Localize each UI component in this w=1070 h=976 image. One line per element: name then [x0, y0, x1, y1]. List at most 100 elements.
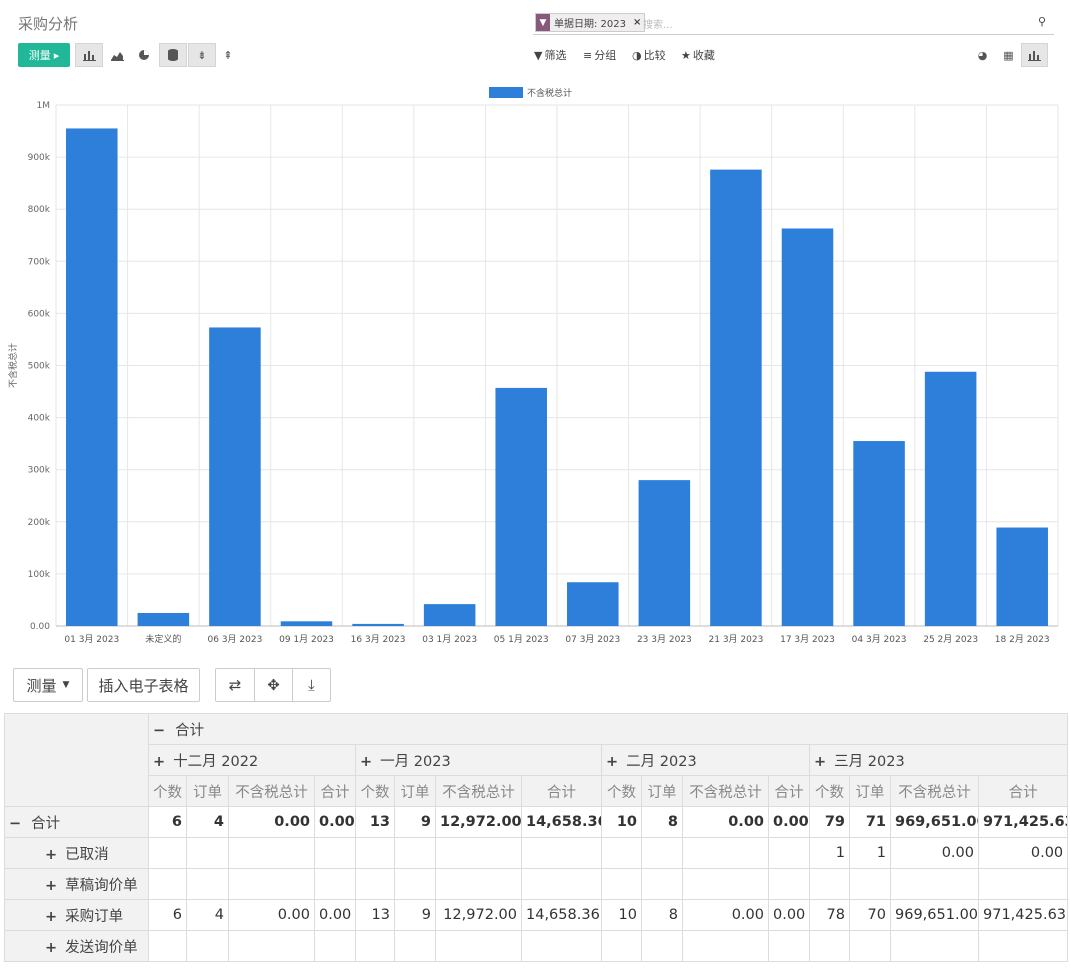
table-cell[interactable]: 1	[849, 837, 891, 869]
search-bar[interactable]	[533, 11, 1054, 35]
measure-header[interactable]: 合计	[977, 775, 1069, 807]
favorites-menu[interactable]: ★ 收藏	[681, 47, 715, 63]
table-cell[interactable]: 4	[186, 899, 229, 931]
table-cell[interactable]: 70	[849, 899, 891, 931]
table-cell[interactable]	[601, 930, 642, 962]
table-cell[interactable]	[148, 837, 187, 869]
column-group-header[interactable]: + 十二月 2022	[148, 744, 356, 776]
table-cell[interactable]	[394, 837, 436, 869]
table-cell[interactable]	[809, 868, 850, 900]
table-cell[interactable]: 0.00	[977, 837, 1069, 869]
measure-header[interactable]: 不含税总计	[682, 775, 769, 807]
table-cell[interactable]	[682, 837, 769, 869]
table-cell[interactable]: 10	[601, 806, 642, 838]
table-cell[interactable]: 969,651.00	[890, 806, 979, 838]
column-group-header[interactable]: + 二月 2023	[601, 744, 810, 776]
table-cell[interactable]	[228, 868, 315, 900]
table-cell[interactable]	[601, 837, 642, 869]
pie-chart-button[interactable]	[130, 43, 158, 67]
table-cell[interactable]	[521, 868, 602, 900]
table-cell[interactable]	[355, 930, 395, 962]
table-cell[interactable]	[768, 930, 810, 962]
insert-spreadsheet-button[interactable]: 插入电子表格	[87, 668, 200, 702]
table-cell[interactable]: 4	[186, 806, 229, 838]
measure-header[interactable]: 不含税总计	[228, 775, 315, 807]
table-cell[interactable]: 6	[148, 806, 187, 838]
measure-header[interactable]: 不含税总计	[890, 775, 979, 807]
table-cell[interactable]	[977, 930, 1069, 962]
table-cell[interactable]	[601, 868, 642, 900]
measure-header[interactable]: 订单	[849, 775, 891, 807]
flip-axis-button[interactable]: ⇄	[216, 669, 254, 701]
table-cell[interactable]: 971,425.63	[977, 806, 1069, 838]
dashboard-view-button[interactable]: ◕	[969, 43, 996, 67]
table-cell[interactable]	[890, 930, 979, 962]
table-cell[interactable]: 12,972.00	[435, 899, 522, 931]
table-cell[interactable]: 0.00	[682, 899, 769, 931]
table-cell[interactable]	[314, 837, 356, 869]
table-cell[interactable]	[148, 930, 187, 962]
table-cell[interactable]	[355, 837, 395, 869]
search-icon[interactable]: ⚲	[1038, 15, 1047, 28]
measure-header[interactable]: 合计	[521, 775, 602, 807]
table-cell[interactable]: 13	[355, 806, 395, 838]
table-cell[interactable]	[641, 930, 683, 962]
table-cell[interactable]	[809, 930, 850, 962]
table-cell[interactable]: 9	[394, 806, 436, 838]
measure-header[interactable]: 订单	[394, 775, 436, 807]
line-chart-button[interactable]	[103, 43, 131, 67]
table-cell[interactable]: 10	[601, 899, 642, 931]
bar-chart-button[interactable]	[75, 43, 103, 67]
pivot-view-button[interactable]: ▦	[995, 43, 1022, 67]
table-cell[interactable]: 13	[355, 899, 395, 931]
table-cell[interactable]	[768, 837, 810, 869]
download-button[interactable]: ⤓	[292, 669, 330, 701]
table-cell[interactable]	[435, 868, 522, 900]
table-cell[interactable]	[521, 930, 602, 962]
search-input[interactable]: 搜索...	[643, 20, 673, 31]
table-cell[interactable]: 0.00	[682, 806, 769, 838]
filter-menu[interactable]: ▼ 筛选	[534, 47, 566, 63]
pivot-measures-button[interactable]: 测量 ▼	[13, 668, 83, 702]
table-cell[interactable]: 71	[849, 806, 891, 838]
table-cell[interactable]	[394, 930, 436, 962]
stacked-button[interactable]	[159, 43, 187, 67]
table-cell[interactable]: 14,658.36	[521, 899, 602, 931]
table-cell[interactable]	[314, 930, 356, 962]
table-cell[interactable]	[314, 868, 356, 900]
column-group-header[interactable]: + 一月 2023	[355, 744, 602, 776]
measure-header[interactable]: 合计	[768, 775, 810, 807]
table-cell[interactable]	[186, 930, 229, 962]
row-header[interactable]: + 已取消	[4, 837, 149, 869]
measure-header[interactable]: 个数	[601, 775, 642, 807]
measure-header[interactable]: 订单	[641, 775, 683, 807]
table-cell[interactable]: 79	[809, 806, 850, 838]
row-header[interactable]: + 草稿询价单	[4, 868, 149, 900]
comparison-menu[interactable]: ◑ 比较	[632, 47, 666, 63]
row-header[interactable]: − 合计	[4, 806, 149, 838]
column-group-header[interactable]: + 三月 2023	[808, 744, 1069, 776]
expand-all-button[interactable]: ✥	[254, 669, 292, 701]
groupby-menu[interactable]: ≡ 分组	[583, 47, 616, 63]
table-cell[interactable]: 0.00	[768, 806, 810, 838]
table-cell[interactable]	[641, 868, 683, 900]
table-cell[interactable]	[228, 930, 315, 962]
table-cell[interactable]: 78	[809, 899, 850, 931]
measure-header[interactable]: 合计	[314, 775, 356, 807]
table-cell[interactable]: 0.00	[768, 899, 810, 931]
table-cell[interactable]	[682, 868, 769, 900]
table-cell[interactable]: 9	[394, 899, 436, 931]
row-header[interactable]: + 采购订单	[4, 899, 149, 931]
table-cell[interactable]: 1	[809, 837, 850, 869]
table-cell[interactable]	[355, 868, 395, 900]
table-cell[interactable]	[521, 837, 602, 869]
graph-view-button[interactable]	[1021, 43, 1048, 67]
table-cell[interactable]	[768, 868, 810, 900]
table-cell[interactable]: 0.00	[314, 899, 356, 931]
ascending-button[interactable]: ⇞	[214, 43, 242, 67]
table-cell[interactable]	[682, 930, 769, 962]
table-cell[interactable]: 6	[148, 899, 187, 931]
facet-remove-icon[interactable]: ×	[630, 14, 645, 31]
table-cell[interactable]	[186, 868, 229, 900]
table-cell[interactable]: 0.00	[228, 899, 315, 931]
